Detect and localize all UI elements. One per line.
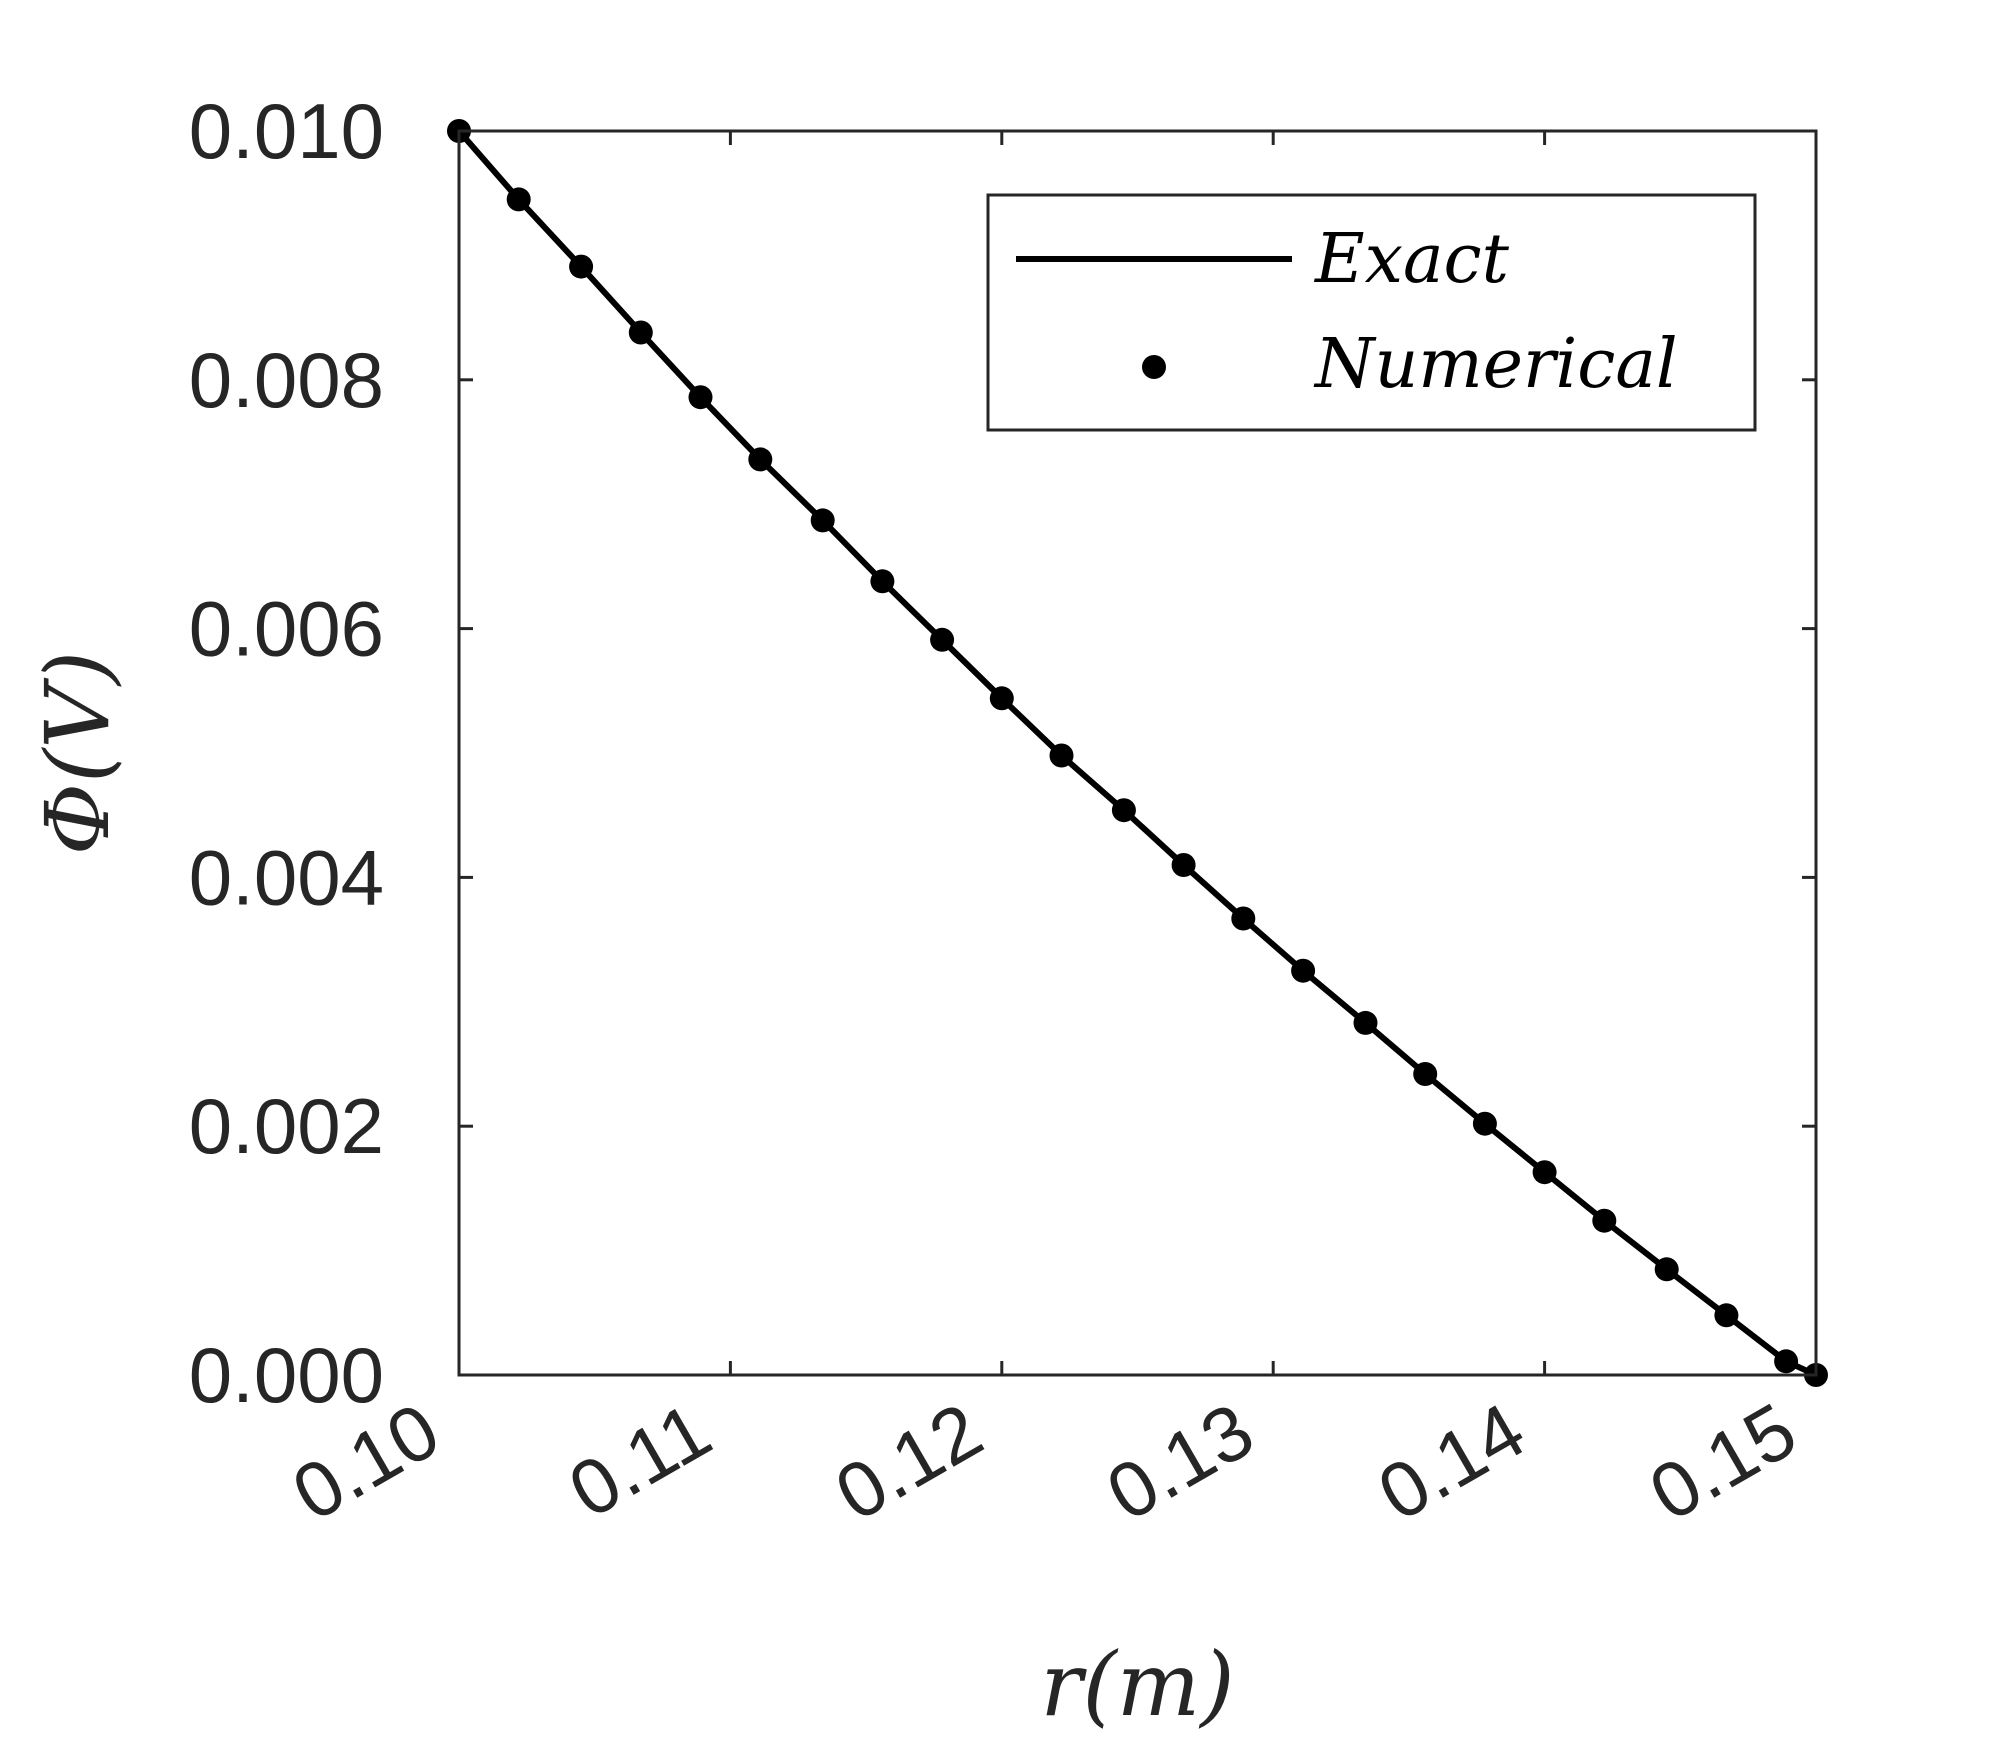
- plot-marks: [447, 119, 1828, 1387]
- data-point-numerical: [1353, 1010, 1378, 1035]
- data-point-numerical: [989, 686, 1014, 711]
- data-point-numerical: [810, 508, 835, 533]
- data-point-numerical: [1532, 1160, 1557, 1185]
- legend-box: [986, 193, 1757, 432]
- data-point-numerical: [1714, 1303, 1739, 1328]
- data-point-numerical: [1654, 1257, 1679, 1282]
- y-axis-title: Φ(V): [26, 651, 129, 855]
- data-point-numerical: [1592, 1208, 1617, 1233]
- data-point-numerical: [569, 254, 594, 279]
- data-point-numerical: [1291, 958, 1316, 983]
- data-point-numerical: [1111, 798, 1136, 823]
- legend-label-exact: Exact: [1313, 220, 1510, 299]
- data-point-numerical: [748, 447, 773, 472]
- data-point-numerical: [688, 385, 713, 410]
- x-axis-title: r(m): [1040, 1633, 1234, 1736]
- data-point-numerical: [628, 320, 653, 345]
- y-tick-label: 0.008: [189, 336, 384, 424]
- data-point-numerical: [930, 627, 955, 652]
- data-point-numerical: [1231, 906, 1256, 931]
- legend-label-numerical: Numerical: [1313, 325, 1678, 404]
- y-tick-label: 0.010: [189, 87, 384, 175]
- y-tick-label: 0.000: [189, 1331, 384, 1419]
- data-point-numerical: [1472, 1111, 1497, 1136]
- data-point-numerical: [1413, 1062, 1438, 1086]
- y-tick-label: 0.006: [189, 585, 384, 673]
- legend: Exact Numerical: [986, 193, 1757, 432]
- data-point-numerical: [1774, 1349, 1799, 1374]
- plot-frame: [457, 129, 1818, 1377]
- data-point-numerical: [1171, 853, 1196, 877]
- series-line-exact: [456, 129, 1818, 1378]
- data-point-numerical: [506, 187, 531, 212]
- y-tick-label: 0.004: [189, 833, 384, 921]
- legend-marker-swatch: [1142, 355, 1166, 379]
- data-point-numerical: [870, 569, 895, 594]
- data-point-numerical: [1049, 743, 1074, 768]
- y-tick-label: 0.002: [189, 1082, 384, 1170]
